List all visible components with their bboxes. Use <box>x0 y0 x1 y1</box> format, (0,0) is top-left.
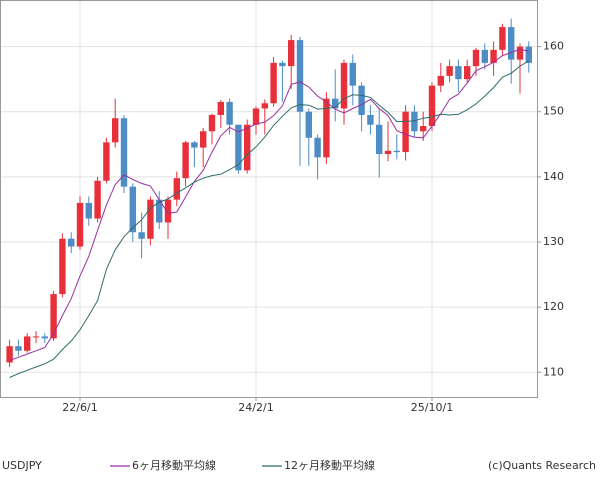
candle-body <box>244 124 251 171</box>
x-tick-label: 25/10/1 <box>411 401 453 414</box>
candle-body <box>516 46 524 60</box>
candle-body <box>323 98 330 158</box>
candle-body <box>147 199 154 239</box>
candle-body <box>120 118 128 187</box>
candle-body <box>208 114 216 132</box>
candle-body <box>428 85 436 127</box>
candle-body <box>32 336 40 338</box>
candle-body <box>217 101 224 115</box>
candle-body <box>6 346 13 363</box>
candle-body <box>76 202 84 247</box>
grid <box>1 1 537 397</box>
y-tick-label: 150 <box>543 105 564 118</box>
candle-body <box>393 150 400 153</box>
y-tick-label: 140 <box>543 170 564 183</box>
candle-body <box>68 238 75 247</box>
candle-body <box>420 126 427 132</box>
candle-body <box>437 75 444 86</box>
candle-body <box>41 336 48 339</box>
candle-body <box>226 101 233 125</box>
candle-body <box>340 62 348 109</box>
candle-body <box>94 180 101 219</box>
candle-body <box>103 142 110 181</box>
candle-body <box>411 111 418 132</box>
candle-body <box>279 62 286 67</box>
legend-label: 6ヶ月移動平均線 <box>132 458 216 472</box>
candle-body <box>164 199 172 223</box>
candle-body <box>472 49 480 67</box>
candle-body <box>200 131 207 148</box>
moving-average-line <box>9 48 529 361</box>
candle-body <box>384 150 392 155</box>
candle-body <box>455 66 462 80</box>
candle-body <box>525 46 532 63</box>
candle-body <box>490 49 497 63</box>
candle-body <box>182 142 189 179</box>
candle-body <box>349 62 356 86</box>
candle-body <box>499 27 506 50</box>
candle-body <box>112 118 119 143</box>
candle-body <box>129 186 136 233</box>
y-tick-label: 160 <box>543 40 564 53</box>
legend-label: 12ヶ月移動平均線 <box>284 458 375 472</box>
candle-body <box>59 238 66 295</box>
candle-body <box>173 178 180 200</box>
candle-body <box>85 202 92 219</box>
candle-body <box>358 85 365 115</box>
y-tick-label: 130 <box>543 235 564 248</box>
candle-body <box>270 62 277 104</box>
candle-body <box>376 124 383 155</box>
y-tick-label: 120 <box>543 300 564 313</box>
candle-body <box>50 294 57 339</box>
credit: (c)Quants Research <box>488 459 596 472</box>
x-tick-label: 24/2/1 <box>238 401 273 414</box>
candle-body <box>464 66 471 80</box>
candle-body <box>15 346 22 351</box>
candle-body <box>305 111 312 138</box>
y-tick-label: 110 <box>543 365 564 378</box>
candle-body <box>508 27 515 60</box>
candle-body <box>156 199 163 223</box>
candle-body <box>296 40 304 112</box>
candle-body <box>24 336 31 351</box>
candle-body <box>235 124 242 171</box>
chart-title: USDJPY <box>2 459 42 472</box>
candle-body <box>261 103 268 109</box>
candle-body <box>288 40 295 67</box>
candle-body <box>252 108 260 125</box>
candle-body <box>481 49 488 63</box>
x-tick-label: 22/6/1 <box>62 401 97 414</box>
candle-body <box>446 66 453 76</box>
candle-body <box>314 137 321 158</box>
moving-average-line <box>9 60 530 378</box>
plot-frame <box>0 0 538 398</box>
candle-body <box>332 98 339 109</box>
candle-body <box>138 232 145 239</box>
candle-body <box>367 114 374 125</box>
candle-body <box>191 142 198 148</box>
candle-body <box>402 111 409 153</box>
